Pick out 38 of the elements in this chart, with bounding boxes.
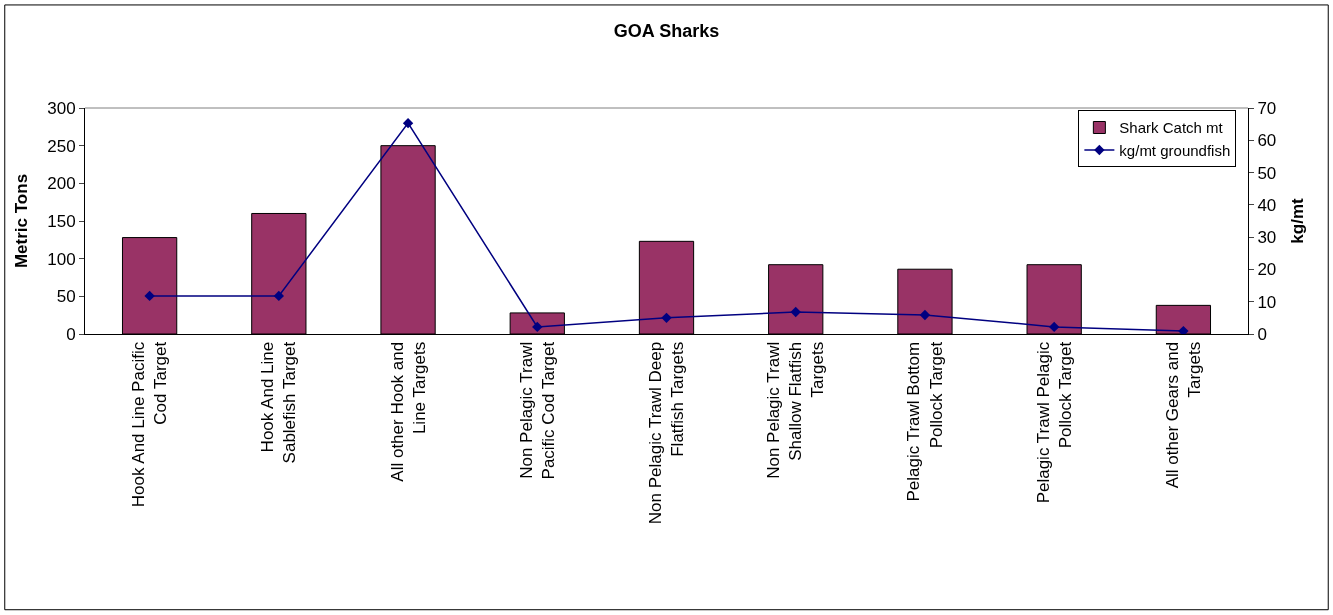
y-tick-label: 250 xyxy=(47,136,76,156)
y2-tick-label: 60 xyxy=(1257,131,1277,151)
x-tick-label: Hook And Line Pacific Cod Target xyxy=(129,341,171,508)
y2-tick-label: 70 xyxy=(1257,98,1277,118)
point xyxy=(532,321,543,333)
y-axis-title: Metric Tons xyxy=(11,173,31,269)
legend-label: Shark Catch mt xyxy=(1119,119,1224,137)
y-tick-label: 0 xyxy=(66,324,76,344)
y2-tick-label: 20 xyxy=(1257,260,1277,280)
x-tick-label: Non Pelagic Trawl Pacific Cod Target xyxy=(516,341,558,480)
y2-tick-label: 50 xyxy=(1257,163,1277,183)
y-tick-label: 100 xyxy=(47,249,76,269)
y2-axis-title: kg/mt xyxy=(1287,197,1307,244)
x-tick-label: All other Gears and Targets xyxy=(1162,341,1204,489)
point xyxy=(661,312,672,324)
point xyxy=(1048,321,1060,333)
x-tick-label: Non Pelagic Trawl Shallow Flatfish Targets xyxy=(764,341,828,479)
y2-tick-label: 40 xyxy=(1257,195,1277,215)
point xyxy=(1178,325,1189,334)
point xyxy=(790,306,801,318)
y2-tick-label: 0 xyxy=(1257,324,1267,344)
y2-tick-label: 30 xyxy=(1257,228,1277,248)
chart-title: GOA Sharks xyxy=(613,21,720,42)
y-tick-label: 50 xyxy=(56,287,76,307)
y2-tick-label: 10 xyxy=(1257,292,1277,312)
point xyxy=(273,290,285,302)
point xyxy=(144,290,155,302)
y-tick-label: 300 xyxy=(47,98,76,118)
point xyxy=(402,117,414,129)
x-tick-label: Hook And Line Sablefish Target xyxy=(258,341,300,464)
legend-label: kg/mt groundfish xyxy=(1119,141,1231,159)
point xyxy=(919,309,931,321)
y-tick-label: 150 xyxy=(47,211,76,231)
y-tick-label: 200 xyxy=(47,174,76,194)
x-tick-label: Pelagic Trawl Bottom Pollock Target xyxy=(904,341,946,502)
x-tick-label: Pelagic Trawl Pelagic Pollock Target xyxy=(1033,341,1075,504)
x-tick-label: Non Pelagic Trawl Deep Flatfish Targets xyxy=(645,341,688,525)
x-tick-label: All other Hook and Line Targets xyxy=(387,341,429,482)
